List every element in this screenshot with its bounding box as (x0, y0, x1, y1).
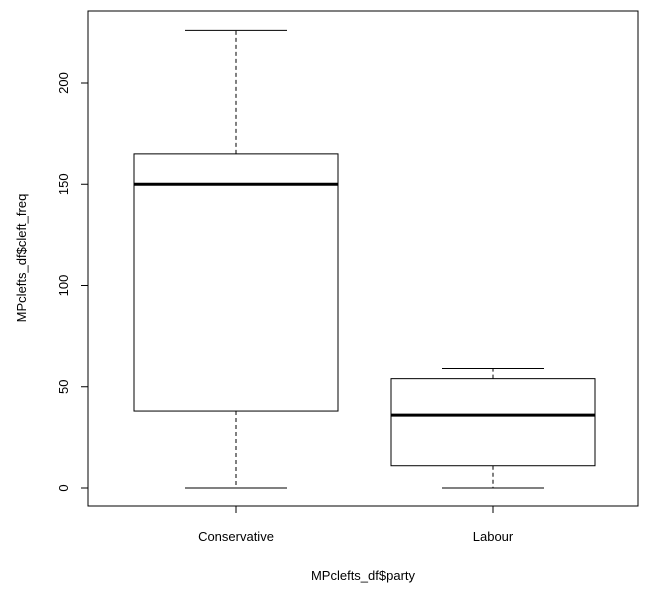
iqr-box (133, 153, 339, 412)
box-labour (390, 368, 596, 489)
y-tick-label: 200 (56, 72, 71, 94)
box-conservative (133, 29, 339, 489)
x-axis: Conservative Labour (198, 505, 514, 544)
y-tick-label: 50 (56, 380, 71, 394)
y-axis: 0 50 100 150 200 (56, 72, 89, 492)
y-tick-label: 100 (56, 275, 71, 297)
x-axis-label: MPclefts_df$party (311, 568, 416, 583)
x-tick-label-labour: Labour (473, 529, 514, 544)
y-axis-label: MPclefts_df$cleft_freq (14, 194, 29, 323)
y-tick-label: 0 (56, 484, 71, 491)
iqr-box (390, 378, 596, 467)
boxes-layer (133, 29, 596, 489)
x-tick-label-conservative: Conservative (198, 529, 274, 544)
y-tick-label: 150 (56, 173, 71, 195)
